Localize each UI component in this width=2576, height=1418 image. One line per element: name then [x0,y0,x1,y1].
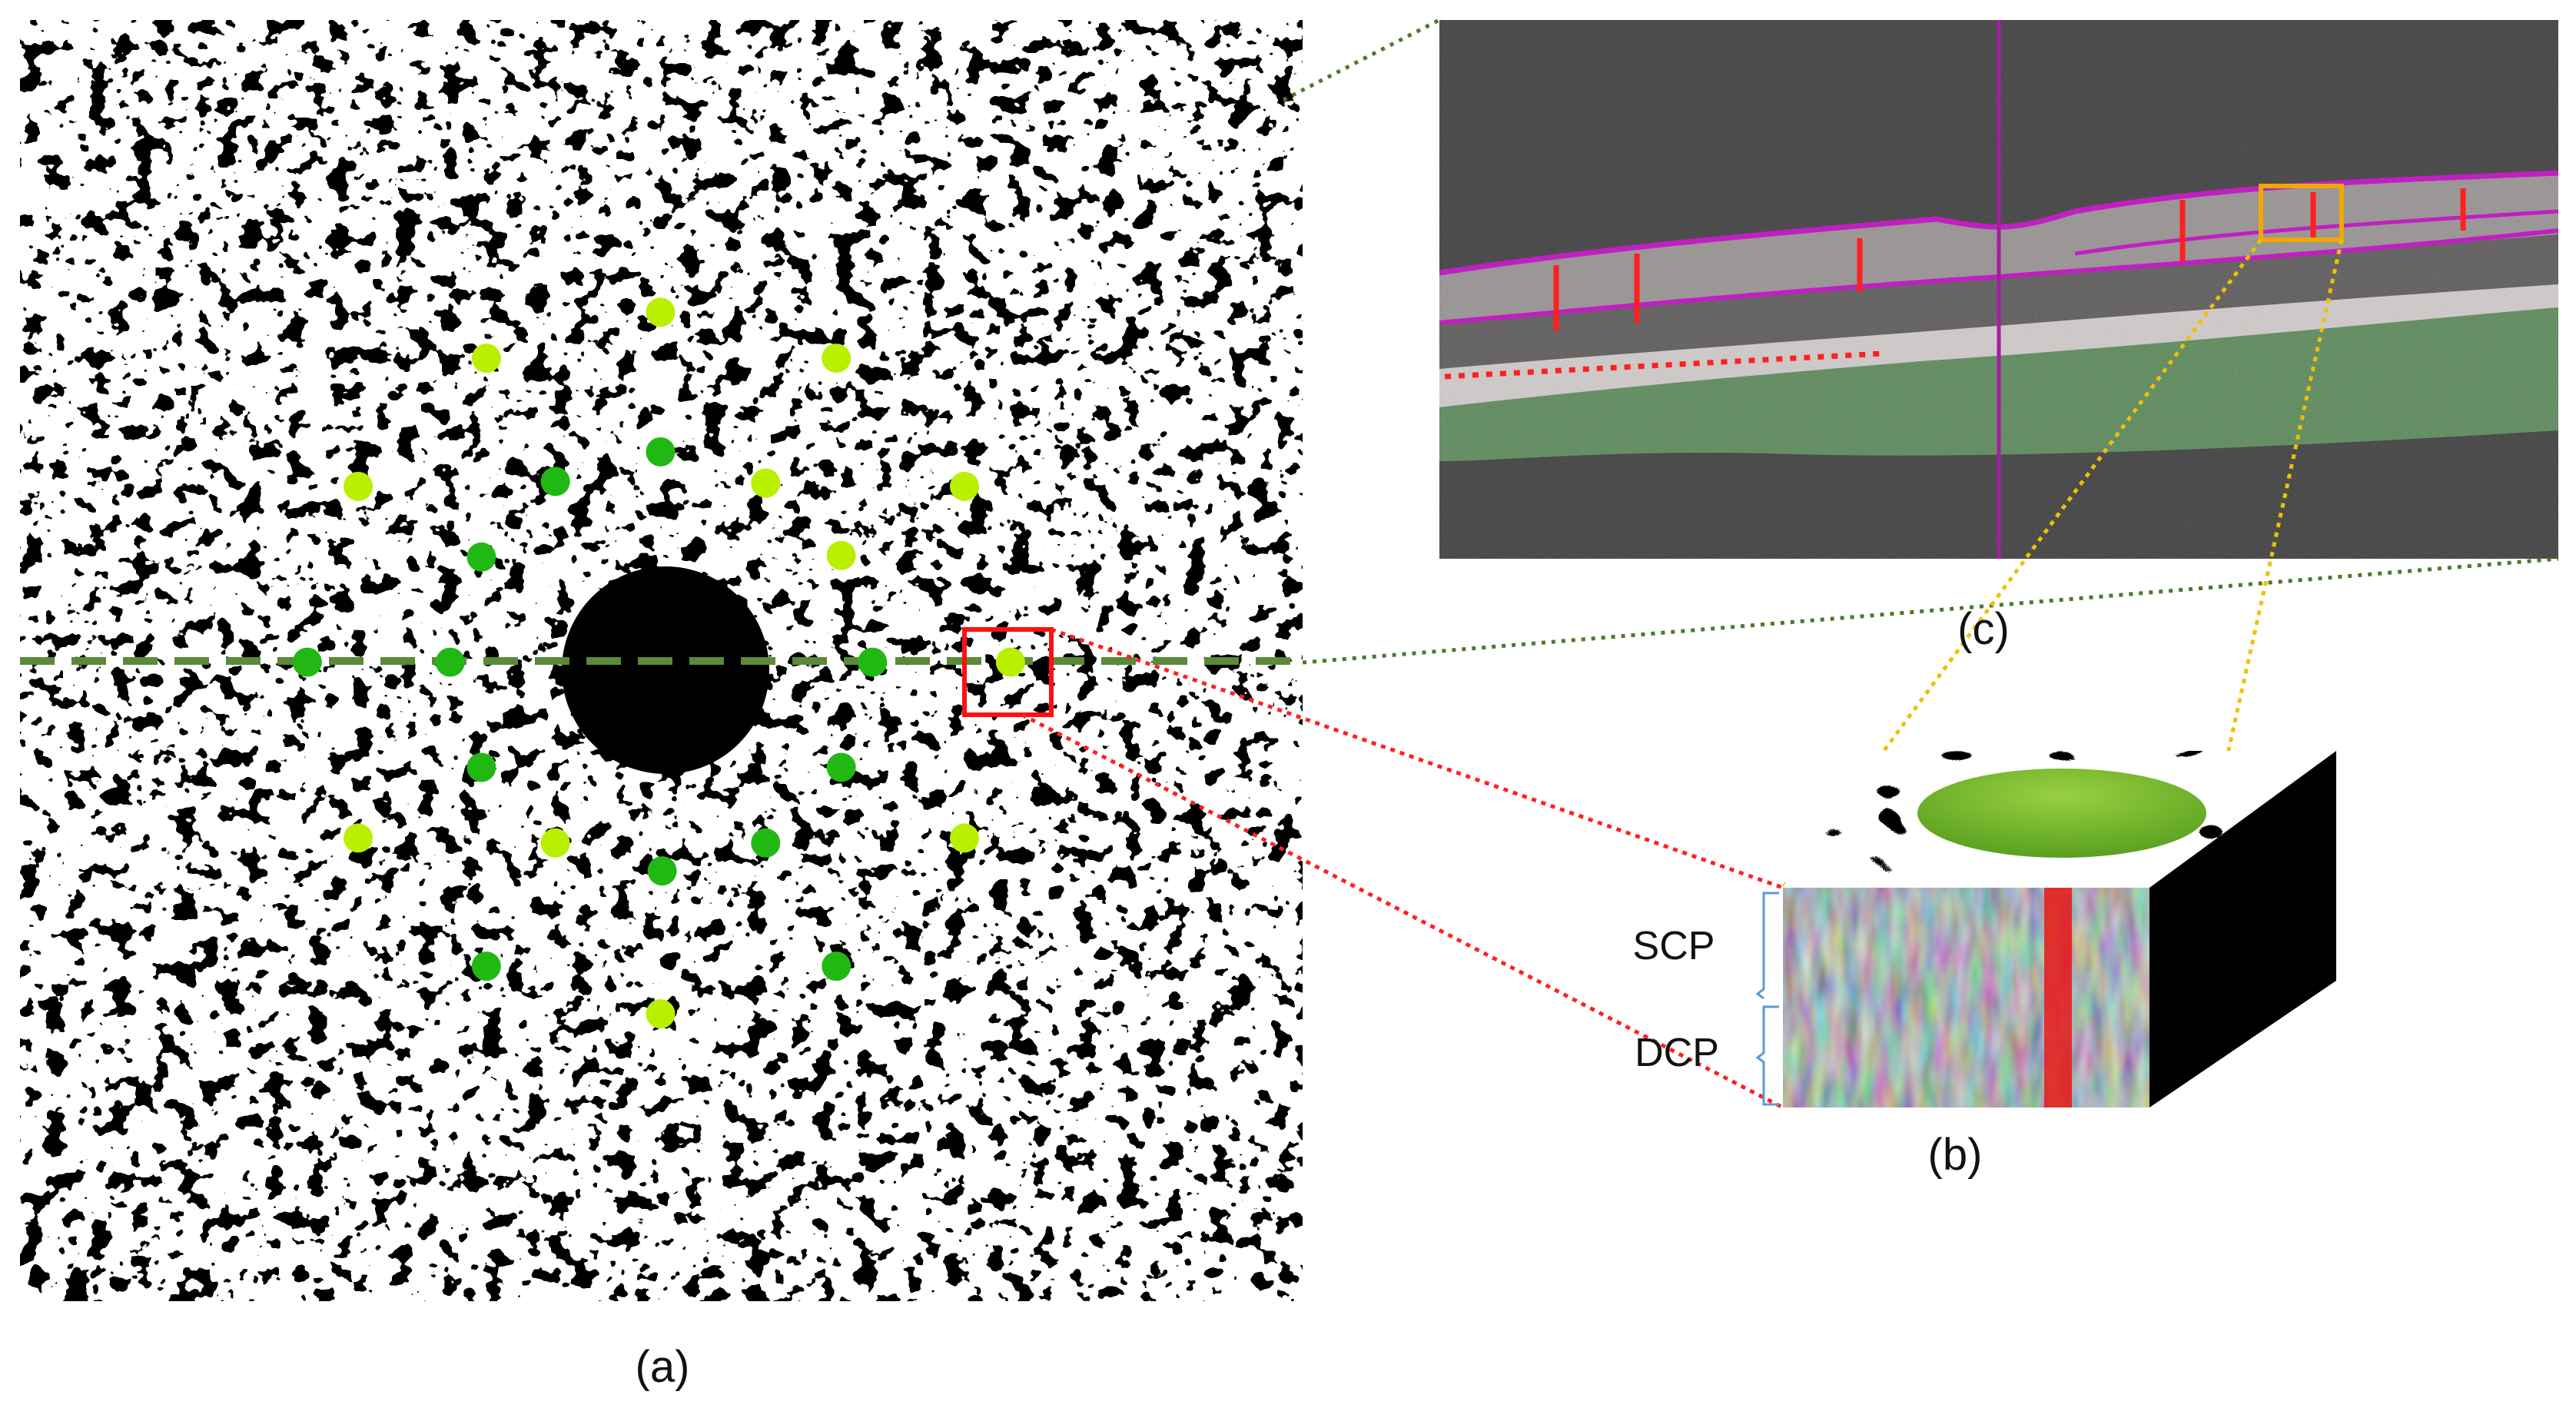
sample-points [292,297,1025,1029]
sample-point-dot [292,647,322,677]
sample-point-dot [471,951,501,981]
sample-point-dot [950,823,980,853]
sample-point-dot [826,752,856,782]
oct-roi-box [2259,184,2344,242]
sample-point-dot [822,344,851,374]
sample-point-dot [822,951,851,981]
panel-a-label: (a) [636,1342,690,1392]
cube-front-texture [1783,888,2149,1108]
inner-boundary [2074,209,2558,256]
sample-point-dot [466,542,496,572]
ilm-boundary [1439,170,2558,276]
panel-b-label: (b) [1928,1130,1983,1180]
sample-point-dot [540,467,570,496]
sample-point-dot [646,437,676,467]
sample-point-dot [646,297,676,327]
cube-side-face [2149,751,2336,1108]
sample-point-dot [540,828,570,858]
panel-c-label: (c) [1957,604,2010,654]
panel-c-oct-bscan [1439,20,2558,559]
vessel-flow-column [2044,888,2072,1108]
dcp-label: DCP [1635,1031,1719,1075]
sample-point-dot [647,856,677,886]
sample-point-dot [435,647,465,677]
scp-bracket [1755,892,1779,1000]
dcp-bracket [1755,1005,1779,1106]
sample-point-dot [466,752,496,782]
foveal-avascular-zone [562,566,769,774]
sample-point-dot [344,823,373,853]
sample-point-dot [995,647,1025,677]
roi-box [962,627,1054,717]
flow-marks [1444,188,2466,380]
sample-point-dot [950,471,980,501]
panel-b-cube: SCP DCP [1633,751,2336,1108]
sample-point-ellipse [1917,769,2206,858]
sample-point-dot [751,468,781,498]
sample-point-dot [751,828,781,858]
sample-point-dot [344,471,373,501]
sample-point-dot [471,344,501,374]
panel-a-angiogram [20,20,1303,1301]
sample-point-dot [858,647,888,677]
sample-point-dot [826,540,856,570]
scp-label: SCP [1633,924,1715,968]
sample-point-dot [646,999,676,1029]
